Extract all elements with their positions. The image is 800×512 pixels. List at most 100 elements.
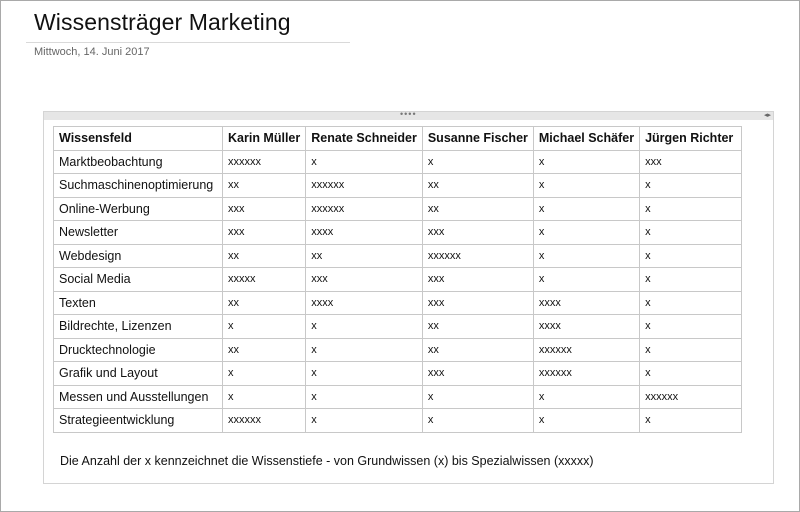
table-row: Grafik und Layout x x xxx xxxxxx x [53,361,743,386]
value-cell[interactable]: x [421,408,534,433]
value-cell[interactable]: x [639,290,743,315]
value-cell[interactable]: x [305,384,423,409]
table-row: Marktbeobachtung xxxxxx x x x xxx [53,149,743,174]
field-cell[interactable]: Grafik und Layout [53,361,223,386]
page-date: Mittwoch, 14. Juni 2017 [34,46,150,58]
value-cell[interactable]: xxx [421,220,534,245]
value-cell[interactable]: xx [305,243,423,268]
knowledge-table[interactable]: Wissensfeld Karin Müller Renate Schneide… [53,126,743,433]
field-cell[interactable]: Social Media [53,267,223,292]
value-cell[interactable]: xx [421,173,534,198]
field-cell[interactable]: Bildrechte, Lizenzen [53,314,223,339]
value-cell[interactable]: xxxx [532,290,641,315]
table-row: Drucktechnologie xx x xx xxxxxx x [53,337,743,362]
value-cell[interactable]: xxxxx [221,267,307,292]
value-cell[interactable]: xx [421,196,534,221]
container-handle-bar[interactable]: •••• ◂▸ [44,109,773,120]
field-cell[interactable]: Suchmaschinenoptimierung [53,173,223,198]
value-cell[interactable]: x [532,173,641,198]
table-row: Suchmaschinenoptimierung xx xxxxxx xx x … [53,173,743,198]
field-cell[interactable]: Strategieentwicklung [53,408,223,433]
value-cell[interactable]: x [639,314,743,339]
value-cell[interactable]: xx [221,243,307,268]
value-cell[interactable]: xxx [305,267,423,292]
table-row: Texten xx xxxx xxx xxxx x [53,290,743,315]
page-title[interactable]: Wissensträger Marketing [34,9,291,35]
value-cell[interactable]: xxx [421,267,534,292]
value-cell[interactable]: x [221,314,307,339]
table-row: Newsletter xxx xxxx xxx x x [53,220,743,245]
value-cell[interactable]: x [421,384,534,409]
value-cell[interactable]: x [639,173,743,198]
value-cell[interactable]: xx [421,314,534,339]
note-container[interactable]: •••• ◂▸ Wissensfeld Karin Müller Renate … [43,109,774,484]
value-cell[interactable]: xx [221,337,307,362]
field-cell[interactable]: Online-Werbung [53,196,223,221]
table-row: Bildrechte, Lizenzen x x xx xxxx x [53,314,743,339]
header-cell[interactable]: Karin Müller [221,126,307,151]
field-cell[interactable]: Texten [53,290,223,315]
value-cell[interactable]: xxx [221,196,307,221]
value-cell[interactable]: xxxx [305,220,423,245]
resize-arrows-icon[interactable]: ◂▸ [763,112,771,119]
value-cell[interactable]: x [639,361,743,386]
field-cell[interactable]: Webdesign [53,243,223,268]
table-row: Messen und Ausstellungen x x x x xxxxxx [53,384,743,409]
table-row: Online-Werbung xxx xxxxxx xx x x [53,196,743,221]
value-cell[interactable]: x [532,384,641,409]
header-cell[interactable]: Susanne Fischer [421,126,534,151]
value-cell[interactable]: xx [221,290,307,315]
value-cell[interactable]: x [639,267,743,292]
value-cell[interactable]: x [305,337,423,362]
header-cell[interactable]: Renate Schneider [305,126,423,151]
header-cell[interactable]: Wissensfeld [53,126,223,151]
table-row: Strategieentwicklung xxxxxx x x x x [53,408,743,433]
value-cell[interactable]: xxx [421,361,534,386]
value-cell[interactable]: x [305,408,423,433]
value-cell[interactable]: x [532,149,641,174]
value-cell[interactable]: xxxx [532,314,641,339]
value-cell[interactable]: x [532,243,641,268]
table-row: Webdesign xx xx xxxxxx x x [53,243,743,268]
value-cell[interactable]: x [221,361,307,386]
value-cell[interactable]: x [532,196,641,221]
legend-note[interactable]: Die Anzahl der x kennzeichnet die Wissen… [60,454,594,468]
value-cell[interactable]: x [305,314,423,339]
value-cell[interactable]: xxxxxx [532,361,641,386]
value-cell[interactable]: x [421,149,534,174]
value-cell[interactable]: x [305,361,423,386]
drag-handle-icon[interactable]: •••• [400,109,417,119]
value-cell[interactable]: x [532,408,641,433]
value-cell[interactable]: xxx [421,290,534,315]
table-row: Social Media xxxxx xxx xxx x x [53,267,743,292]
value-cell[interactable]: xx [221,173,307,198]
value-cell[interactable]: xxxxxx [421,243,534,268]
value-cell[interactable]: x [639,243,743,268]
value-cell[interactable]: xxx [221,220,307,245]
value-cell[interactable]: xxxx [305,290,423,315]
header-cell[interactable]: Michael Schäfer [532,126,641,151]
field-cell[interactable]: Marktbeobachtung [53,149,223,174]
value-cell[interactable]: x [305,149,423,174]
table-header-row: Wissensfeld Karin Müller Renate Schneide… [53,126,743,151]
value-cell[interactable]: xxxxxx [221,408,307,433]
value-cell[interactable]: x [639,408,743,433]
value-cell[interactable]: xxx [639,149,743,174]
value-cell[interactable]: xxxxxx [305,196,423,221]
value-cell[interactable]: xxxxxx [221,149,307,174]
value-cell[interactable]: x [221,384,307,409]
value-cell[interactable]: x [532,267,641,292]
header-cell[interactable]: Jürgen Richter [639,126,743,151]
title-underline [26,42,350,43]
value-cell[interactable]: xxxxxx [305,173,423,198]
value-cell[interactable]: x [639,220,743,245]
value-cell[interactable]: x [639,337,743,362]
value-cell[interactable]: xxxxxx [639,384,743,409]
field-cell[interactable]: Newsletter [53,220,223,245]
value-cell[interactable]: x [532,220,641,245]
value-cell[interactable]: xxxxxx [532,337,641,362]
field-cell[interactable]: Messen und Ausstellungen [53,384,223,409]
field-cell[interactable]: Drucktechnologie [53,337,223,362]
value-cell[interactable]: xx [421,337,534,362]
value-cell[interactable]: x [639,196,743,221]
